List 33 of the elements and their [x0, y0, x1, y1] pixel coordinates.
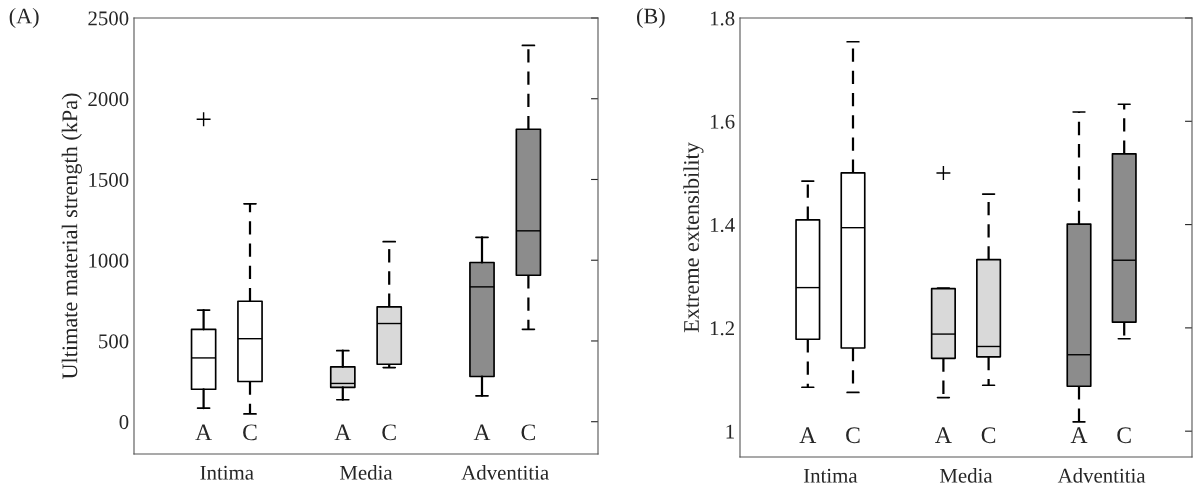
x-tick-label: Media	[939, 468, 993, 483]
text: C	[521, 424, 535, 441]
text: A	[935, 427, 952, 443]
text: A	[799, 427, 817, 443]
y-tick-label: 1000	[89, 253, 129, 268]
text: C	[981, 427, 996, 444]
text: C	[382, 424, 396, 441]
y-tick-label: 1.2	[710, 321, 734, 336]
y-tick-label: 1500	[89, 172, 129, 187]
y-tick-label: 1	[726, 424, 734, 439]
x-tick-label: Media	[339, 465, 393, 480]
chart-title: (A)	[9, 7, 39, 29]
y-tick-label: 0	[119, 415, 129, 430]
text: C	[846, 427, 860, 444]
y-tick-label: 1.4	[710, 218, 735, 233]
y-tick-label: 1.8	[710, 11, 735, 26]
y-axis-title: Extreme extensibility	[683, 142, 704, 333]
y-tick-label: 1.6	[710, 114, 735, 129]
series-label: A	[195, 424, 212, 441]
x-tick-label: Intima	[200, 465, 254, 480]
y-axis-title: Ultimate material strength (kPa)	[61, 93, 82, 380]
text: A	[473, 424, 491, 441]
y-tick-label: 2000	[88, 92, 129, 107]
x-tick-label: Intima	[803, 468, 858, 483]
x-tick-label: Adventitia	[1057, 468, 1146, 483]
series-label: C	[243, 424, 257, 441]
text: C	[1117, 427, 1131, 444]
x-tick-label: Adventitia	[461, 465, 549, 480]
y-tick-label: 500	[99, 334, 129, 349]
y-tick-label: 2500	[88, 11, 129, 26]
text: A	[334, 424, 352, 441]
series-label: A	[1070, 427, 1088, 443]
chart-title: (B)	[637, 7, 665, 29]
